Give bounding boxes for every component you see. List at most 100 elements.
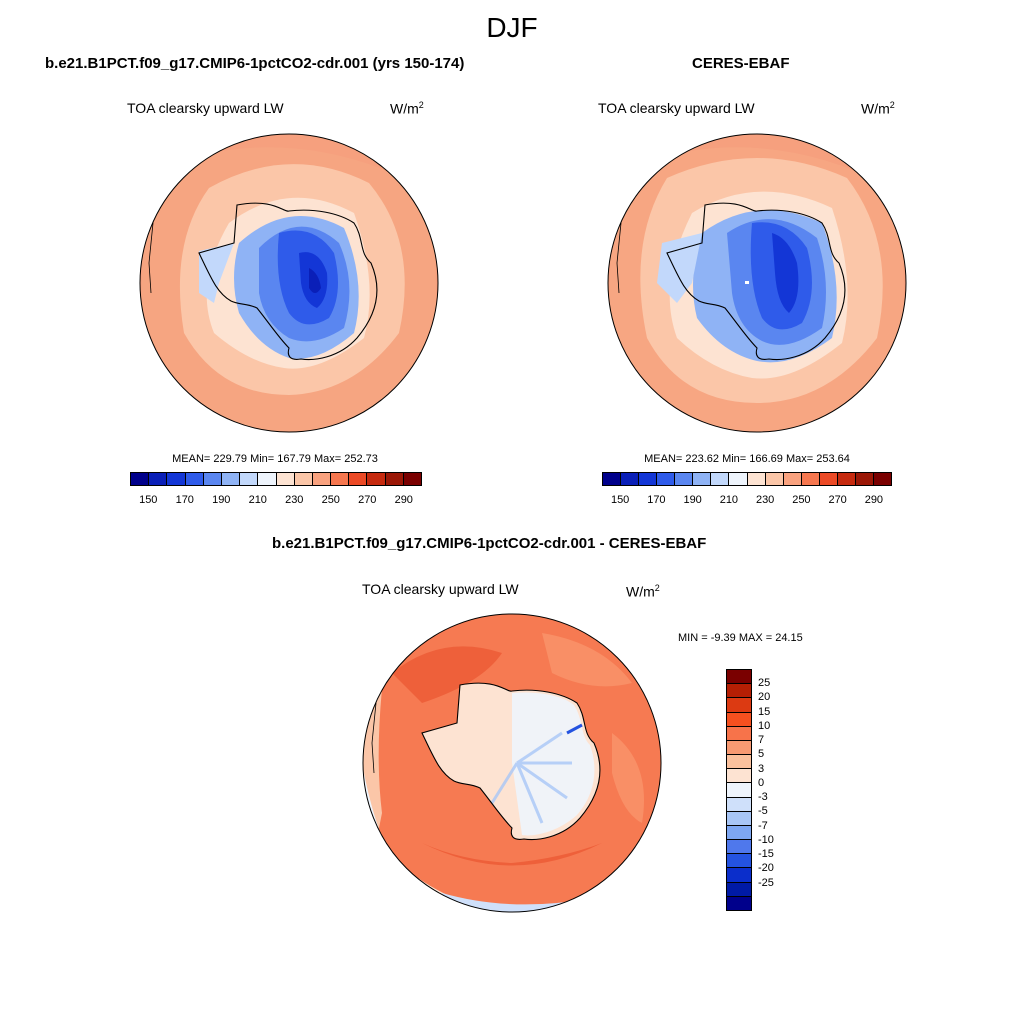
colorbar-tick-label: 20 [758, 691, 771, 704]
colorbar-tick-label: 170 [175, 494, 194, 506]
colorbar-tick-label: 270 [358, 494, 377, 506]
colorbar-tick-label: 250 [321, 494, 340, 506]
colorbar-box [729, 473, 748, 485]
panel3-colorbar-labels: 25 20 15 10 7 5 3 0 -3 -5 -7 -10 -15 -20 -25 [758, 669, 798, 911]
colorbar-tick-label: -7 [758, 819, 768, 832]
colorbar-box [727, 882, 751, 897]
colorbar-box [727, 825, 751, 841]
colorbar-tick-label: 10 [758, 719, 771, 732]
colorbar-box [367, 473, 386, 485]
colorbar-tick-label: 25 [758, 677, 771, 690]
panel3-colorbar [726, 669, 752, 911]
colorbar-box [240, 473, 259, 485]
colorbar-tick-label: 150 [610, 494, 630, 506]
colorbar-box [294, 473, 313, 485]
colorbar-box [603, 473, 622, 485]
panel3-polar-map [362, 613, 662, 913]
colorbar-box [727, 840, 751, 855]
colorbar-box [727, 797, 751, 812]
colorbar-tick-label: -10 [758, 833, 774, 846]
colorbar-tick-label: -20 [758, 862, 774, 875]
colorbar-box [276, 473, 295, 485]
colorbar-tick-label: 0 [758, 776, 765, 789]
colorbar-box [747, 473, 766, 485]
panel1-stats: MEAN= 229.79 Min= 167.79 Max= 252.73 [172, 453, 378, 465]
panel1-polar-map [139, 133, 439, 433]
colorbar-tick-label: -5 [758, 805, 768, 818]
colorbar-box [727, 698, 751, 713]
colorbar-box [727, 684, 751, 699]
colorbar-tick-label: 210 [248, 494, 267, 506]
colorbar-tick-label: 190 [212, 494, 231, 506]
panel1-colorbar [130, 472, 422, 486]
colorbar-box [385, 473, 404, 485]
colorbar-box [727, 811, 751, 826]
panel3-variable-title: TOA clearsky upward LW [362, 581, 519, 597]
colorbar-box [185, 473, 204, 485]
colorbar-tick-label: 15 [758, 705, 771, 718]
colorbar-box [657, 473, 676, 485]
colorbar-box [221, 473, 241, 485]
colorbar-tick-label: -15 [758, 848, 774, 861]
colorbar-box [312, 473, 332, 485]
panel3-stats: MIN = -9.39 MAX = 24.15 [678, 632, 803, 644]
colorbar-box [727, 769, 751, 784]
colorbar-box [855, 473, 874, 485]
figure-title: DJF [486, 12, 538, 43]
colorbar-box [621, 473, 640, 485]
colorbar-tick-label: 230 [755, 494, 775, 506]
panel2-colorbar-labels: 150 170 190 210 230 250 270 290 [602, 494, 892, 508]
colorbar-box [837, 473, 856, 485]
colorbar-box [727, 854, 751, 869]
panel1-units: W/m2 [390, 100, 424, 117]
colorbar-tick-label: 170 [647, 494, 666, 506]
colorbar-tick-label: 7 [758, 734, 765, 747]
colorbar-tick-label: 190 [683, 494, 702, 506]
colorbar-tick-label: 290 [864, 494, 884, 506]
colorbar-box [131, 473, 150, 485]
colorbar-box [727, 868, 751, 883]
colorbar-box [727, 755, 751, 770]
colorbar-tick-label: -3 [758, 791, 768, 804]
colorbar-box [727, 783, 751, 798]
colorbar-box [727, 740, 751, 756]
colorbar-box [711, 473, 730, 485]
colorbar-tick-label: 290 [394, 494, 413, 506]
colorbar-box [203, 473, 222, 485]
panel3-units: W/m2 [626, 583, 660, 600]
colorbar-tick-label: 3 [758, 762, 765, 775]
colorbar-tick-label: -25 [758, 876, 774, 889]
panel2-variable-title: TOA clearsky upward LW [598, 100, 755, 116]
panel2-colorbar [602, 472, 892, 486]
colorbar-box [403, 473, 421, 485]
panel1-colorbar-labels: 150 170 190 210 230 250 270 290 [130, 494, 422, 508]
panel2-units: W/m2 [861, 100, 895, 117]
colorbar-box [167, 473, 186, 485]
colorbar-box [801, 473, 820, 485]
colorbar-box [727, 712, 751, 727]
colorbar-box [149, 473, 168, 485]
colorbar-tick-label: 230 [285, 494, 304, 506]
colorbar-box [675, 473, 694, 485]
panel2-polar-map [607, 133, 907, 433]
colorbar-tick-label: 250 [792, 494, 811, 506]
colorbar-box [873, 473, 891, 485]
colorbar-tick-label: 5 [758, 748, 765, 761]
colorbar-box [639, 473, 658, 485]
panel1-variable-title: TOA clearsky upward LW [127, 100, 284, 116]
colorbar-box [765, 473, 784, 485]
panel1-case-title: b.e21.B1PCT.f09_g17.CMIP6-1pctCO2-cdr.00… [45, 55, 465, 72]
colorbar-box [783, 473, 802, 485]
colorbar-box [331, 473, 350, 485]
panel3-case-title: b.e21.B1PCT.f09_g17.CMIP6-1pctCO2-cdr.00… [272, 535, 707, 552]
colorbar-box [727, 670, 751, 685]
colorbar-box [349, 473, 368, 485]
colorbar-tick-label: 270 [828, 494, 847, 506]
colorbar-box [819, 473, 838, 485]
panel2-stats: MEAN= 223.62 Min= 166.69 Max= 253.64 [644, 453, 850, 465]
colorbar-tick-label: 210 [719, 494, 739, 506]
colorbar-box [258, 473, 277, 485]
colorbar-tick-label: 150 [139, 494, 158, 506]
colorbar-box [727, 726, 751, 741]
panel2-case-title: CERES-EBAF [692, 55, 790, 72]
